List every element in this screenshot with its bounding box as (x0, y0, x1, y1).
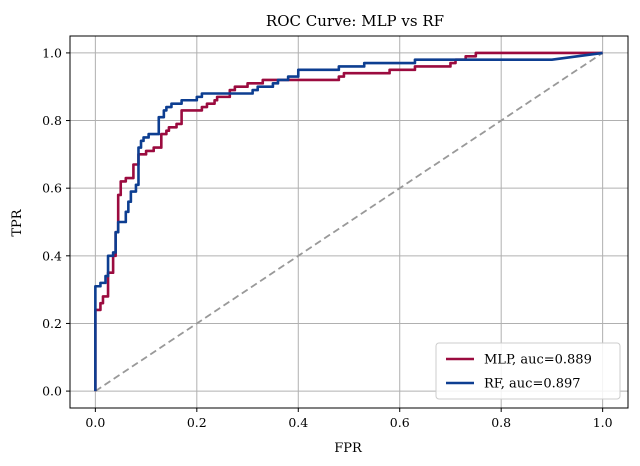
legend-box (435, 342, 621, 400)
legend-label: MLP, auc=0.889 (484, 353, 592, 368)
x-tick-label: 0.4 (288, 415, 308, 430)
y-axis-label: TPR (10, 208, 25, 236)
chance-diagonal-line (94, 52, 604, 392)
y-tick-label: 1.0 (42, 45, 62, 60)
x-tick-label: 0.2 (187, 415, 207, 430)
series-line-rf (94, 51, 603, 392)
plot-frame (69, 35, 629, 409)
x-axis-label: FPR (334, 441, 363, 456)
legend: MLP, auc=0.889 RF, auc=0.897 (435, 342, 621, 400)
y-tick-label: 0.2 (42, 316, 62, 331)
chart-title: ROC Curve: MLP vs RF (266, 12, 444, 30)
y-tick-label: 0.4 (42, 248, 62, 263)
y-tick-label: 0.0 (42, 384, 62, 399)
x-tick-label: 0.8 (491, 415, 511, 430)
y-tick-label: 0.8 (42, 113, 62, 128)
x-tick-label: 0.6 (390, 415, 410, 430)
grid (70, 36, 628, 408)
x-tick-label: 1.0 (593, 415, 613, 430)
y-tick-label: 0.6 (42, 181, 62, 196)
legend-label: RF, auc=0.897 (484, 377, 581, 392)
series-layer (94, 51, 604, 392)
x-tick-label: 0.0 (85, 415, 105, 430)
ticks: 0.0 0.2 0.4 0.6 0.8 1.0 0.0 0.2 0.4 0.6 0.8 1.0 (42, 45, 613, 430)
